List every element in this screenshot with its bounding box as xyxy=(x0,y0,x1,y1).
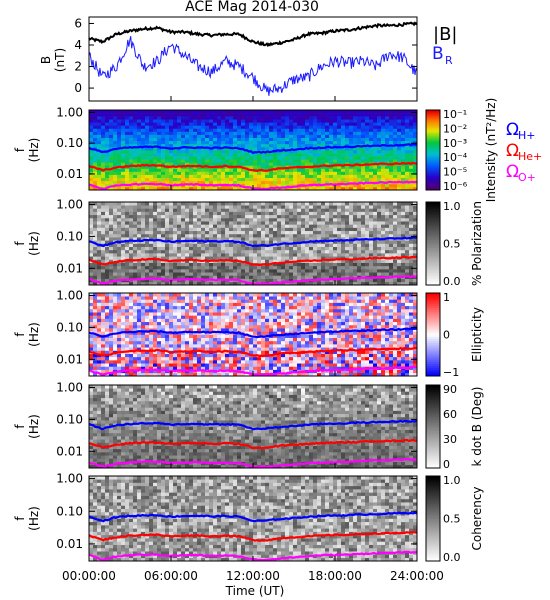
gyro-line-ΩHe+ xyxy=(88,438,418,450)
colorbar-label: Intensity (nT²/Hz) xyxy=(484,98,498,203)
colorbar-label: k dot B (Deg) xyxy=(470,387,484,467)
y-tick-label: 1.00 xyxy=(56,198,83,212)
x-tick-label: 12:00:00 xyxy=(226,569,280,583)
colorbar-polarization xyxy=(426,202,440,286)
y-tick-label: 0.01 xyxy=(56,352,83,366)
legend-gyro-sub: He+ xyxy=(518,150,542,163)
gyro-line-ΩH+ xyxy=(88,236,418,248)
spectro-ylabel-units: (Hz) xyxy=(27,231,41,256)
legend-b-radial: B xyxy=(432,44,444,64)
colorbar-tick-label: 60 xyxy=(443,408,457,421)
colorbar-frame xyxy=(425,109,441,191)
colorbar-tick-label: 1 xyxy=(443,291,450,304)
y-tick-label: 4 xyxy=(74,38,82,52)
gyro-line-ΩH+ xyxy=(88,327,417,339)
colorbar-tick-label: 10⁻² xyxy=(443,122,467,135)
spectro-ylabel: f xyxy=(13,241,27,246)
colorbar-frame xyxy=(425,475,441,562)
spectro-ylabel: f xyxy=(13,516,27,521)
colorbar-tick-label: 10⁻⁶ xyxy=(443,180,468,193)
colorbar-tick-label: −1 xyxy=(443,366,459,379)
colorbar-frame xyxy=(425,201,441,286)
y-tick-label: 1.00 xyxy=(56,381,83,395)
colorbar-tick-label: 90 xyxy=(443,383,457,396)
spectrogram-intensity xyxy=(89,110,418,191)
x-tick-label: 18:00:00 xyxy=(308,569,362,583)
legend-gyro-sub: O+ xyxy=(518,171,536,184)
colorbar-frame xyxy=(425,292,441,377)
gyro-line-ΩHe+ xyxy=(88,161,418,173)
colorbar-tick-label: 0 xyxy=(443,329,450,342)
gyro-line-ΩHe+ xyxy=(88,531,418,542)
colorbar-coherency xyxy=(426,476,440,562)
top-ylabel-units: (nT) xyxy=(53,48,67,72)
y-tick-label: 0.10 xyxy=(56,320,83,334)
colorbar-label: Coherency xyxy=(470,486,484,550)
x-tick-label: 00:00:00 xyxy=(62,569,116,583)
spectrogram-ellipticity xyxy=(89,293,418,377)
series-line-b-radial xyxy=(88,36,418,96)
spectrogram-coherency xyxy=(89,476,418,562)
colorbar-ellipticity xyxy=(426,293,440,377)
gyro-line-ΩH+ xyxy=(88,419,418,431)
colorbar-tick-label: 10⁻¹ xyxy=(443,108,467,121)
y-tick-label: 0.01 xyxy=(56,261,83,275)
spectro-ylabel: f xyxy=(13,147,27,152)
x-tick-label: 06:00:00 xyxy=(144,569,198,583)
y-tick-label: 0.10 xyxy=(56,504,83,518)
colorbar-frame xyxy=(425,384,441,469)
y-tick-label: 0.10 xyxy=(56,412,83,426)
gyro-line-ΩH+ xyxy=(88,511,418,523)
legend-b-radial-sub: R xyxy=(445,54,453,67)
spectrogram-kdotb xyxy=(89,385,418,469)
gyro-line-ΩHe+ xyxy=(88,346,418,358)
colorbar-tick-label: 0.5 xyxy=(443,238,461,251)
legend-b-total: |B| xyxy=(433,24,457,45)
spectro-ylabel-units: (Hz) xyxy=(27,322,41,347)
legend-gyro-symbol: Ω xyxy=(506,162,519,182)
spectrogram-polarization xyxy=(89,202,418,286)
colorbar-tick-label: 10⁻⁵ xyxy=(443,166,467,179)
spectro-ylabel-units: (Hz) xyxy=(27,414,41,439)
y-tick-label: 6 xyxy=(74,16,82,30)
chart-title: ACE Mag 2014-030 xyxy=(185,0,319,15)
colorbar-intensity xyxy=(426,110,440,191)
spectro-ylabel-units: (Hz) xyxy=(27,506,41,531)
colorbar-label: % Polarization xyxy=(470,201,484,286)
colorbar-tick-label: 1.0 xyxy=(443,200,461,213)
gyro-line-ΩH+ xyxy=(88,143,418,155)
colorbar-tick-label: 30 xyxy=(443,433,457,446)
y-tick-label: 0.01 xyxy=(56,537,83,551)
y-tick-label: 1.00 xyxy=(56,105,83,119)
legend-gyro-symbol: Ω xyxy=(506,141,519,161)
legend-gyro-symbol: Ω xyxy=(506,120,519,140)
spectro-ylabel-units: (Hz) xyxy=(27,138,41,163)
colorbar-tick-label: 10⁻³ xyxy=(443,137,467,150)
colorbar-tick-label: 10⁻⁴ xyxy=(443,151,468,164)
y-tick-label: 0.01 xyxy=(56,444,83,458)
colorbar-kdotb xyxy=(426,385,440,469)
y-tick-label: 0.10 xyxy=(56,229,83,243)
colorbar-tick-label: 0.0 xyxy=(443,275,461,288)
colorbar-tick-label: 0.0 xyxy=(443,551,461,564)
y-tick-label: 2 xyxy=(74,60,82,74)
y-tick-label: 0.01 xyxy=(56,167,83,181)
spectro-ylabel: f xyxy=(13,424,27,429)
y-tick-label: 1.00 xyxy=(56,289,83,303)
x-axis-label: Time (UT) xyxy=(225,584,285,598)
y-tick-label: 1.00 xyxy=(56,472,83,486)
y-tick-label: 0 xyxy=(74,81,82,95)
colorbar-tick-label: 0 xyxy=(443,458,450,471)
colorbar-tick-label: 0.5 xyxy=(443,513,461,526)
top-ylabel: B xyxy=(39,56,53,64)
spectro-ylabel: f xyxy=(13,332,27,337)
gyro-line-ΩHe+ xyxy=(88,255,418,267)
y-tick-label: 0.10 xyxy=(56,136,83,150)
series-line-b-total xyxy=(88,21,418,48)
colorbar-label: Ellipticity xyxy=(470,307,484,362)
colorbar-tick-label: 1.0 xyxy=(443,474,461,487)
x-tick-label: 24:00:00 xyxy=(390,569,444,583)
legend-gyro-sub: H+ xyxy=(518,129,536,142)
